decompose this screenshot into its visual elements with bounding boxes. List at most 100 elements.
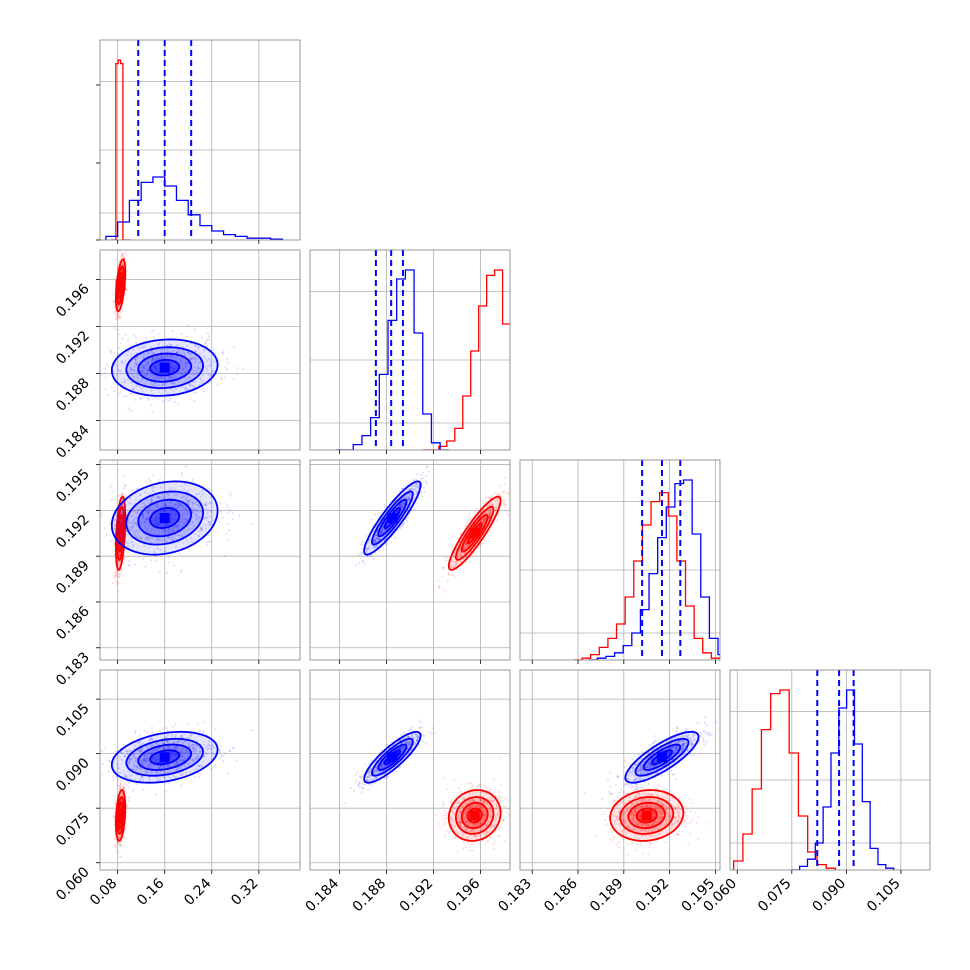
scatter-point [147, 398, 151, 401]
scatter-point [479, 544, 482, 547]
scatter-point [194, 513, 197, 516]
scatter-point [134, 358, 137, 361]
scatter-point [169, 514, 172, 517]
scatter-point [151, 474, 155, 477]
scatter-point [483, 517, 486, 520]
scatter-point [210, 502, 213, 505]
scatter-point [156, 370, 160, 373]
scatter-point [132, 518, 136, 521]
scatter-point [194, 533, 198, 536]
scatter-point [192, 380, 195, 384]
scatter-point [170, 516, 173, 519]
scatter-point [455, 560, 458, 563]
scatter-point [403, 501, 406, 504]
scatter-point [402, 503, 405, 506]
scatter-point [165, 539, 168, 543]
scatter-point [120, 256, 123, 259]
scatter-point [138, 345, 141, 348]
scatter-point [205, 339, 209, 342]
scatter-point [138, 381, 141, 384]
scatter-point [113, 837, 116, 840]
scatter-point [417, 483, 421, 486]
scatter-point [459, 555, 463, 558]
scatter-point [124, 484, 128, 487]
scatter-point [142, 364, 145, 368]
scatter-point [188, 527, 191, 530]
scatter-point [450, 565, 453, 568]
scatter-point [442, 587, 445, 590]
scatter-point [495, 499, 498, 502]
scatter-point [152, 485, 155, 489]
scatter-point [152, 336, 156, 339]
scatter-point [167, 555, 171, 558]
scatter-point [381, 529, 384, 532]
scatter-point [172, 564, 176, 567]
scatter-point [378, 537, 381, 541]
scatter-point [496, 491, 499, 494]
scatter-point [221, 352, 224, 355]
scatter-point [477, 526, 480, 529]
scatter-point [122, 787, 125, 790]
scatter-point [173, 367, 176, 370]
scatter-point [396, 510, 399, 513]
scatter-point [175, 358, 178, 361]
scatter-point [150, 519, 153, 522]
scatter-point [150, 374, 153, 378]
scatter-point [111, 460, 114, 463]
scatter-point [425, 482, 428, 485]
scatter-point [150, 510, 153, 513]
scatter-point [484, 496, 487, 499]
scatter-point [185, 520, 188, 523]
scatter-point [89, 395, 91, 397]
scatter-point [166, 354, 169, 358]
scatter-point [415, 482, 418, 485]
scatter-point [116, 315, 119, 319]
scatter-point [118, 315, 121, 318]
scatter-point [115, 570, 118, 573]
scatter-point [118, 369, 121, 372]
scatter-point [115, 313, 118, 316]
scatter-point [176, 343, 179, 347]
scatter-point [223, 366, 226, 369]
scatter-point [207, 520, 210, 524]
scatter-point [120, 524, 123, 527]
scatter-point [459, 550, 462, 554]
scatter-point [116, 561, 120, 564]
scatter-point [120, 511, 124, 514]
scatter-point [456, 560, 459, 563]
scatter-point [155, 368, 158, 372]
scatter-point [135, 356, 139, 359]
scatter-point [152, 522, 156, 525]
scatter-point [458, 548, 461, 551]
scatter-point [128, 501, 131, 504]
scatter-point [207, 374, 210, 377]
scatter-point [373, 540, 376, 544]
scatter-point [488, 513, 492, 516]
scatter-point [156, 515, 159, 518]
scatter-point [166, 536, 170, 539]
scatter-point [111, 581, 114, 584]
scatter-point [121, 337, 124, 340]
scatter-point [104, 376, 107, 379]
scatter-point [143, 354, 146, 357]
scatter-point [416, 472, 419, 476]
scatter-point [204, 503, 207, 507]
scatter-point [147, 492, 150, 495]
scatter-point [197, 516, 200, 519]
scatter-point [365, 534, 368, 538]
scatter-point [194, 355, 197, 358]
scatter-point [153, 519, 156, 522]
scatter-point [144, 517, 147, 520]
scatter-point [114, 802, 117, 805]
scatter-point [464, 525, 467, 528]
scatter-point [185, 369, 188, 372]
scatter-point [172, 383, 176, 386]
scatter-point [147, 513, 150, 516]
scatter-point [161, 501, 164, 505]
scatter-point [146, 397, 150, 400]
scatter-point [176, 501, 179, 505]
scatter-point [420, 491, 424, 494]
scatter-point [496, 498, 499, 501]
scatter-point [141, 514, 144, 517]
scatter-point [151, 398, 154, 401]
